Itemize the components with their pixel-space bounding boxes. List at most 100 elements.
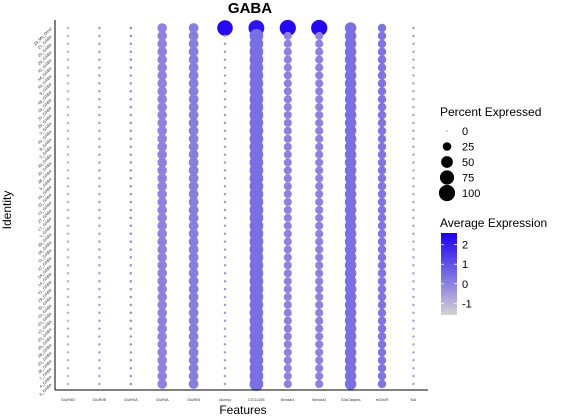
dot-GluRIIE-1_GABA — [98, 224, 101, 228]
dot-GluRIB-4_GABA — [188, 371, 199, 382]
x-tick-GluRIA: GluRIA — [156, 397, 169, 402]
dot-mGluR-1_GABA — [377, 221, 387, 231]
dot-GluRIID-11_GABA — [66, 248, 70, 251]
dot-GluRIIA-38_GABA — [129, 169, 133, 172]
dot-GluRIB-41_GABA — [188, 276, 199, 287]
dot-Nmdar1-16_GABA — [283, 95, 292, 104]
dot-Nmdar2-9_GABA — [315, 79, 324, 88]
dot-Nmdar2-18_GABA — [315, 237, 324, 246]
dot-Nmdar1-28_GABA — [283, 340, 292, 349]
dot-GluClalpha-38_GABA — [344, 164, 357, 177]
dot-GluRIA-3_GABA — [157, 118, 167, 128]
dot-GluClalpha-27_GABA — [344, 204, 357, 216]
dot-Nmdar1-8_GABA — [283, 134, 292, 143]
dot-GluRIA-22_GABA — [157, 347, 167, 358]
dot-GluClalpha-6_GABA — [344, 378, 357, 390]
dot-mGluR-14_GABA — [377, 268, 387, 278]
dot-GluRIIA-13_GABA — [129, 200, 133, 204]
dot-GluRIB-36_GABA — [188, 355, 199, 366]
dot-GluClalpha-5_GABA — [344, 172, 357, 185]
dot-GluRIIA-31_GABA — [129, 105, 133, 109]
dot-GluRIIE-2_GABA — [98, 145, 101, 148]
dot-mGluR-24_Ms_Dmel — [377, 23, 387, 33]
dot-GluRIIE-34_GABA — [98, 264, 101, 267]
dot-GluRIID-29_GABA — [66, 50, 70, 53]
color-legend-bar — [441, 233, 457, 315]
dot-NA-28_GABA — [412, 343, 415, 346]
dot-GluClalpha-33_GABA — [344, 291, 357, 303]
dot-GluRIB-32_GABA — [188, 189, 199, 200]
dot-GluRIIA-16_GABA — [129, 97, 133, 101]
x-tick-GluClalpha: GluClalpha — [341, 397, 362, 402]
dot-Nmdar1-21_GABA — [283, 31, 292, 40]
dot-GluRIIA-23_GABA — [129, 327, 133, 330]
dot-clumsy-18_GABA — [223, 240, 227, 243]
dot-Nmdar1-40_GABA — [283, 126, 292, 135]
dot-Nmdar2-23_GABA — [315, 324, 324, 333]
dot-NA-32_GABA — [412, 192, 415, 196]
dot-GluClalpha-23_GABA — [344, 322, 357, 335]
dot-clumsy-32_GABA — [223, 192, 227, 196]
dot-GluClalpha-22_GABA — [344, 346, 357, 359]
dot-GluRIA-23_GABA — [157, 323, 167, 334]
dot-mGluR-45_GABA — [377, 71, 387, 80]
dot-mGluR-5_GABA — [377, 174, 387, 183]
dot-GluRIIE-21_GABA — [98, 34, 101, 38]
dot-clumsy-9_GABA — [223, 82, 227, 85]
dot-clumsy-25_GABA — [223, 335, 227, 338]
dot-GluRIA-45_GABA — [157, 70, 167, 81]
dot-GluRIA-13_GABA — [157, 197, 167, 207]
dot-Nmdar2-6_GABA — [315, 379, 324, 389]
dot-GluRIA-11_GABA — [157, 244, 167, 255]
dot-Nmdar2-8_GABA — [315, 134, 324, 143]
dot-GluClalpha-19_GABA — [344, 283, 357, 295]
dot-GluRIA-12_GABA — [157, 315, 167, 326]
dot-GluRIB-30_GABA — [188, 157, 199, 168]
dot-NA-9_GABA — [412, 82, 415, 85]
dot-NA-18_GABA — [412, 240, 415, 243]
dot-GluRIB-19_GABA — [188, 284, 199, 295]
dot-Nmdar2-27_GABA — [315, 205, 324, 215]
dot-mGluR-39_GABA — [377, 229, 387, 238]
dot-mGluR-28_GABA — [377, 340, 387, 349]
dot-GluRIID-17_GABA — [66, 216, 70, 220]
dot-GluRIIE-32_GABA — [98, 192, 101, 196]
dot-GluRIIA-6_GABA — [129, 382, 133, 386]
dot-mGluR-12_GABA — [377, 316, 387, 325]
dot-GluRIB-28_GABA — [188, 339, 199, 350]
dot-GluClalpha-4_GABA — [344, 370, 357, 382]
dot-GluRIIA-44_GABA — [129, 66, 133, 69]
dot-Nmdar1-35_GABA — [283, 150, 292, 159]
dot-GluRIA-29_GABA — [157, 46, 167, 57]
dot-GluClalpha-32_GABA — [344, 188, 357, 200]
dot-NA-31_GABA — [412, 105, 415, 109]
dot-mGluR-34_GABA — [377, 261, 387, 270]
dot-clumsy-14_GABA — [223, 271, 227, 275]
dot-GluRIIE-43_GABA — [98, 311, 101, 315]
size-legend-dot-50 — [441, 156, 453, 168]
dot-clumsy-24_Ms_Dmel — [217, 20, 233, 36]
dot-GluRIA-30_GABA — [157, 157, 167, 168]
dot-GluRIID-8_GABA — [66, 137, 70, 141]
dot-NA-11_GABA — [412, 248, 415, 251]
dot-GluRIB-45_GABA — [188, 70, 199, 81]
dot-GluRIID-42_GABA — [66, 58, 70, 61]
dot-GluRIID-22_GABA — [66, 351, 70, 354]
dot-GluRIA-34_GABA — [157, 260, 167, 271]
dot-Nmdar2-32_GABA — [315, 190, 324, 199]
dot-GluRIA-19_GABA — [157, 284, 167, 294]
dot-clumsy-17_GABA — [223, 216, 227, 220]
dot-GluRIIE-18_GABA — [98, 240, 101, 243]
dot-Nmdar2-20_GABA — [315, 39, 324, 48]
dot-GluRIB-20_GABA — [188, 38, 199, 49]
dot-clumsy-2_GABA — [223, 145, 227, 148]
dot-GluRIB-29_GABA — [188, 46, 199, 57]
dot-NA-36_GABA — [412, 359, 415, 362]
dot-GluRIID-37_GABA — [66, 256, 70, 259]
dot-GluRIA-6_GABA — [157, 379, 167, 389]
dot-GluRIIA-18_GABA — [129, 240, 133, 243]
dot-GluRIIE-42_GABA — [98, 58, 101, 61]
dot-clumsy-40_GABA — [223, 129, 227, 133]
dot-Nmdar1-14_GABA — [283, 269, 292, 278]
